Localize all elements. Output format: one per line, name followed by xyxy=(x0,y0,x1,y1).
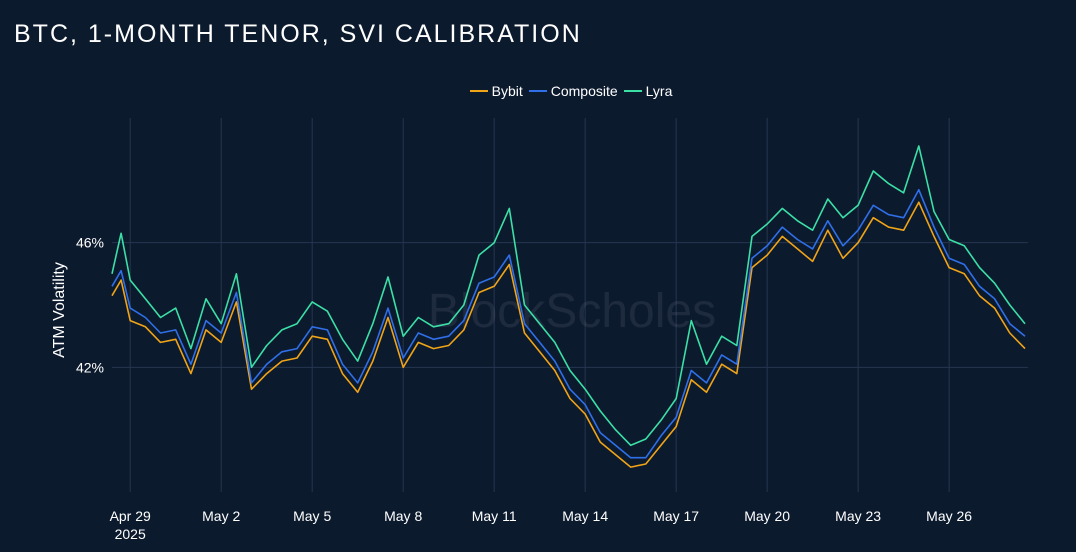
series-layer xyxy=(111,145,1026,468)
page-title: BTC, 1-MONTH TENOR, SVI CALIBRATION xyxy=(14,20,582,48)
series-line-composite xyxy=(111,188,1026,459)
legend-swatch-composite xyxy=(528,90,547,92)
y-tick-label-0: 42% xyxy=(76,359,104,375)
x-tick-label-4: May 11 xyxy=(472,508,517,524)
x-tick-label-8: May 23 xyxy=(835,508,881,524)
legend-swatch-bybit xyxy=(469,90,488,92)
chart-legend: Bybit Composite Lyra xyxy=(0,83,1076,99)
legend-item-composite[interactable]: Composite xyxy=(528,83,618,99)
x-tick-label-2: May 5 xyxy=(293,508,331,524)
x-tick-label-1: May 2 xyxy=(202,508,240,524)
x-tick-label-0: Apr 29 xyxy=(110,508,151,524)
legend-swatch-lyra xyxy=(623,90,642,92)
series-line-bybit xyxy=(111,201,1026,468)
x-tick-label-7: May 20 xyxy=(744,508,790,524)
legend-label-lyra: Lyra xyxy=(645,83,673,99)
x-tick-label-9: May 26 xyxy=(926,508,972,524)
y-tick-label-1: 46% xyxy=(76,235,104,251)
grid-layer xyxy=(112,118,1028,492)
y-axis-title: ATM Volatility xyxy=(51,262,68,358)
x-tick-label-5: May 14 xyxy=(562,508,608,524)
legend-item-lyra[interactable]: Lyra xyxy=(623,83,673,99)
watermark: BlockScholes xyxy=(428,285,716,338)
legend-item-bybit[interactable]: Bybit xyxy=(469,83,523,99)
x-tick-sublabel-0: 2025 xyxy=(115,526,146,542)
tick-layer: Apr 29 2025 May 2 May 5 May 8 May 11 May 14 May… xyxy=(76,235,972,542)
legend-label-composite: Composite xyxy=(550,83,618,99)
x-tick-label-6: May 17 xyxy=(653,508,699,524)
x-tick-label-3: May 8 xyxy=(384,508,422,524)
legend-label-bybit: Bybit xyxy=(491,83,523,99)
series-line-lyra xyxy=(111,145,1026,447)
